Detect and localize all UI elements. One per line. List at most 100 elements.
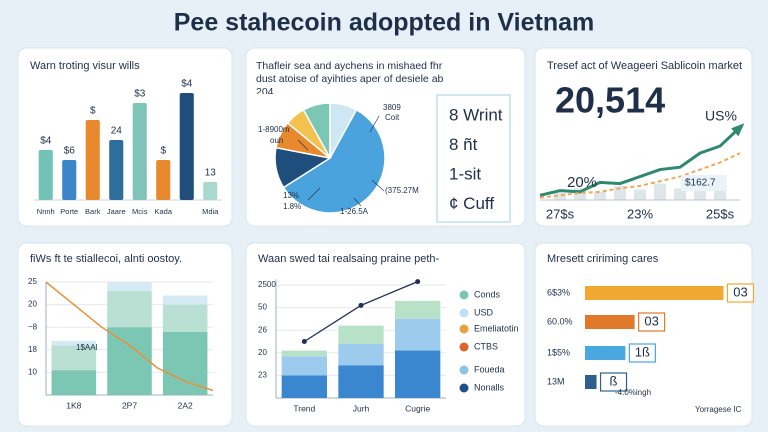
annotation: US% xyxy=(705,108,737,124)
x-tick-label: Nnnh xyxy=(37,207,55,216)
legend-label: Emeliatotin xyxy=(474,323,519,333)
panel-title: Thafleir sea and aychens in mishaed fhr … xyxy=(256,60,444,94)
x-tick-label: Cugrie xyxy=(405,403,430,413)
panel-title: Tresef act of Weageeri Sablicoin market xyxy=(547,60,742,72)
bar-segment xyxy=(51,340,97,346)
leader-line xyxy=(371,179,385,192)
annotation: Coit xyxy=(385,113,400,122)
series-line xyxy=(539,126,742,197)
x-tick-label: 23% xyxy=(627,206,653,221)
x-tick-label: 2A2 xyxy=(178,400,193,410)
panel xyxy=(245,242,526,427)
legend-label: Conds xyxy=(474,289,501,299)
x-tick-label: 27$s xyxy=(546,206,575,221)
panel-title: Warn troting visur wills xyxy=(30,60,140,72)
y-tick-label: ~8 xyxy=(28,322,38,331)
note-box xyxy=(726,283,755,303)
y-tick-label: 20 xyxy=(258,348,267,357)
bar xyxy=(574,188,586,200)
legend-item: 8 Wrint xyxy=(449,105,503,124)
bar-segment xyxy=(162,331,208,395)
bar xyxy=(38,150,53,200)
bar xyxy=(674,188,686,200)
y-tick-label: 1$5% xyxy=(547,347,570,357)
bar-segment xyxy=(338,325,384,344)
x-tick-label: Jaare xyxy=(107,207,126,216)
y-tick-label: 6$3% xyxy=(547,287,570,297)
bar xyxy=(554,192,566,200)
y-tick-label: 25 xyxy=(28,277,37,286)
leader-line xyxy=(353,197,362,207)
leader-line xyxy=(307,187,321,201)
x-tick-label: 25$s xyxy=(706,206,735,221)
x-tick-label: Bark xyxy=(85,207,101,216)
footer: Yorragese IC xyxy=(695,405,742,414)
leader-line xyxy=(369,115,380,133)
annotation: 13% xyxy=(283,191,299,200)
y-tick-label: 23 xyxy=(258,371,267,380)
legend-swatch xyxy=(459,308,469,318)
panel-title: Waan swed tai realsaing praine peth- xyxy=(258,253,440,265)
legend-swatch xyxy=(459,290,469,300)
point xyxy=(301,339,307,344)
bar xyxy=(585,286,724,300)
legend-label: Nonalls xyxy=(474,382,505,392)
bar xyxy=(585,346,626,360)
bar-segment xyxy=(281,356,327,376)
bar xyxy=(156,160,171,200)
bar-note: 03 xyxy=(733,284,747,299)
legend-item: 8 ñt xyxy=(449,135,478,154)
leader-line xyxy=(297,139,309,151)
bar-segment xyxy=(107,291,152,328)
panel-title: Mresett cririming cares xyxy=(547,253,659,265)
bar-note: $4 xyxy=(181,79,193,90)
bar-segment xyxy=(281,375,327,398)
bar xyxy=(585,375,597,389)
panel-title-box: Thafleir sea and aychens in mishaed fhr … xyxy=(256,60,444,94)
x-tick-label: Mdia xyxy=(202,207,219,216)
bar xyxy=(654,183,666,200)
note-box xyxy=(681,175,727,191)
bar xyxy=(85,120,100,200)
y-tick-label: 13M xyxy=(547,376,565,386)
bar-segment xyxy=(51,345,97,371)
annotation: 20% xyxy=(567,174,597,191)
y-tick-label: 26 xyxy=(258,325,267,334)
panel-title: fiWs ft te stiallecoi, alnti oostoy. xyxy=(30,253,182,265)
legend-item: 1-sit xyxy=(449,164,481,183)
bar xyxy=(594,191,606,200)
panel xyxy=(534,242,753,427)
bar-note: $4 xyxy=(40,136,52,147)
bar xyxy=(109,140,124,200)
note-box xyxy=(638,312,666,332)
legend-swatch xyxy=(459,383,469,393)
bar-note: 1ß xyxy=(635,344,650,359)
trend-line xyxy=(45,281,214,392)
annotation: (375.27M xyxy=(385,186,419,195)
annotation: $162.7 xyxy=(685,178,716,189)
bar xyxy=(62,160,77,200)
bar-segment xyxy=(51,370,97,395)
legend-label: CTBS xyxy=(474,341,498,351)
legend-item: ¢ Cuff xyxy=(449,194,494,213)
x-tick-label: Trend xyxy=(293,403,315,413)
bar-segment xyxy=(107,327,152,395)
y-tick-label: 50 xyxy=(258,303,267,312)
x-tick-label: 1K8 xyxy=(66,400,81,410)
y-tick-label: 20 xyxy=(28,300,37,309)
annotation: 1-26.5A xyxy=(340,207,369,216)
bar xyxy=(203,182,218,200)
y-tick-label: 2500 xyxy=(258,280,276,289)
legend-swatch xyxy=(459,365,469,375)
x-tick-label: Kada xyxy=(154,207,172,216)
annotation: -4.0%ingh xyxy=(615,388,651,397)
pie-slice xyxy=(302,102,331,159)
x-tick-label: Porte xyxy=(60,207,78,216)
bar-segment xyxy=(107,282,152,292)
point xyxy=(358,302,364,308)
bar-segment xyxy=(395,350,441,398)
pie-slice xyxy=(282,108,386,214)
bar-note: 24 xyxy=(111,126,123,137)
bar-segment xyxy=(162,304,208,332)
